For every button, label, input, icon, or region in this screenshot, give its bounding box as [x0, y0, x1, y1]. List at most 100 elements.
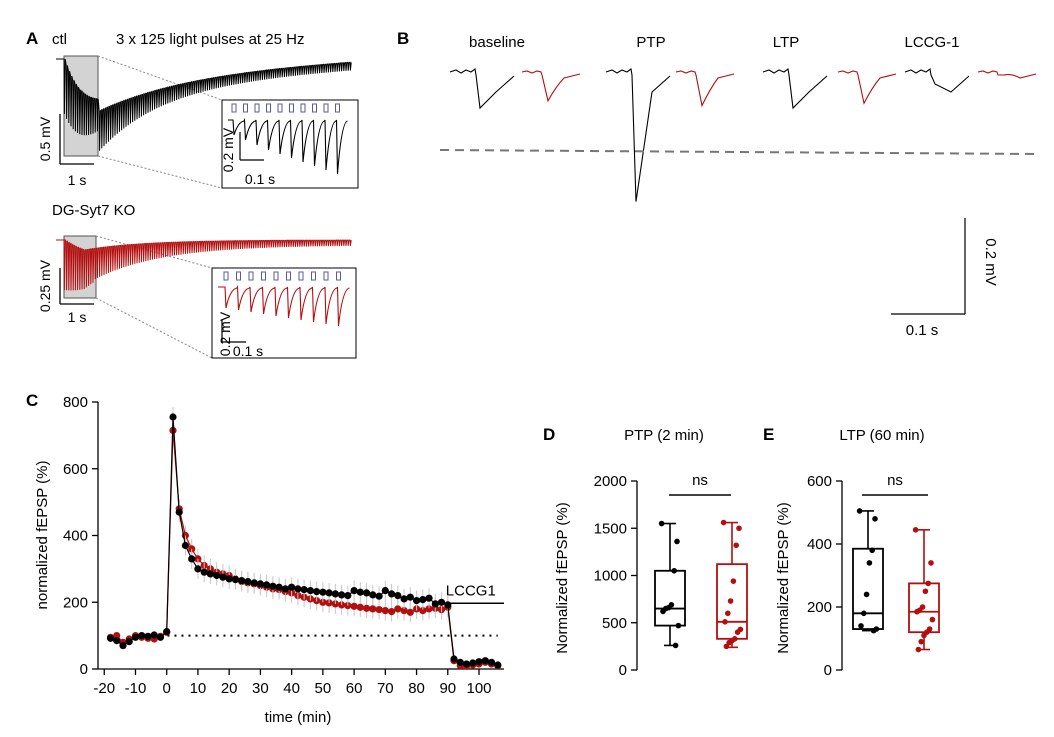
c-data-point — [219, 573, 227, 581]
panel-e: E LTP (60 min) 0 200 400 600 Normalized fEP… — [763, 425, 940, 679]
ko-inset-pulses — [223, 271, 341, 281]
c-x-tick-label: -10 — [125, 680, 147, 697]
box-data-point — [869, 547, 875, 554]
c-data-point — [294, 585, 302, 593]
box-data-point — [720, 519, 727, 526]
panel-d: D PTP (2 min) 0 500 1000 1500 2000 Normalize… — [543, 425, 748, 679]
c-x-tick-label: 10 — [190, 680, 207, 697]
c-data-point — [381, 587, 389, 595]
trace-ctl-2 — [762, 68, 828, 110]
c-data-point — [156, 633, 165, 641]
c-data-point — [119, 642, 127, 650]
d-title: PTP (2 min) — [624, 427, 704, 444]
light-pulse-marker — [248, 271, 254, 281]
c-data-point — [444, 601, 452, 609]
c-data-point — [394, 592, 402, 600]
ko-label: DG-Syt7 KO — [52, 202, 135, 219]
c-data-point — [150, 631, 158, 639]
box-data-point — [870, 627, 877, 634]
b-scale-t-label: 0.1 s — [906, 322, 939, 339]
c-data-point — [231, 576, 239, 584]
box-data-point — [921, 632, 927, 639]
box-data-point — [925, 580, 931, 587]
c-data-point — [344, 602, 352, 610]
c-data-point — [169, 413, 177, 421]
y-tick-label: 400 — [807, 536, 832, 553]
ctl-label: ctl — [52, 31, 67, 48]
c-y-axis-label: normalized fEPSP (%) — [34, 461, 51, 610]
stimulation-label: 3 x 125 light pulses at 25 Hz — [116, 31, 304, 48]
condition-label-ltp: LTP — [773, 34, 799, 51]
box-data-point — [929, 616, 936, 623]
c-data-point — [419, 607, 427, 615]
c-data-point — [300, 586, 308, 594]
panel-d-letter: D — [543, 425, 555, 444]
box-data-point — [915, 646, 922, 653]
ko-inset-trace — [218, 284, 350, 327]
c-x-ticks: -20 -10 0 10 20 30 40 50 60 70 80 90 100 — [93, 669, 492, 697]
c-y-ticks: 0 200 400 600 800 — [63, 394, 98, 678]
c-y-tick-label: 600 — [63, 461, 88, 478]
y-tick-label: 600 — [807, 473, 832, 490]
box-data-point — [730, 578, 737, 584]
c-data-point — [213, 571, 221, 580]
y-tick-label: 0 — [619, 662, 627, 679]
trace-ko-2 — [837, 70, 897, 105]
c-series — [106, 407, 502, 670]
c-data-point — [175, 508, 183, 516]
light-pulse-marker — [300, 103, 306, 113]
ctl-inset-scale-v-label: 0.2 mV — [220, 127, 236, 172]
light-pulse-marker — [277, 103, 283, 113]
y-tick-label: 500 — [602, 615, 627, 632]
c-data-point — [313, 588, 321, 596]
box-data-point — [660, 608, 666, 615]
c-x-tick-label: 60 — [346, 680, 363, 697]
c-data-point — [306, 587, 314, 595]
c-data-point — [131, 633, 140, 641]
box-data-point — [872, 516, 878, 522]
box-data-point — [866, 560, 873, 566]
box-data-point — [723, 643, 730, 650]
box-data-point — [671, 567, 677, 574]
y-tick-label: 0 — [824, 662, 832, 679]
c-data-point — [413, 597, 421, 605]
panel-b-letter: B — [397, 29, 409, 48]
c-data-point — [181, 541, 189, 550]
condition-label-ptp: PTP — [636, 34, 665, 51]
c-data-point — [244, 578, 252, 586]
box-data-point — [675, 622, 682, 629]
y-tick-label: 200 — [807, 599, 832, 616]
light-pulse-marker — [298, 271, 304, 281]
c-data-point — [138, 632, 146, 640]
box-ctl — [654, 520, 686, 649]
ko-train-trace — [56, 238, 352, 291]
panel-a-letter: A — [26, 29, 38, 48]
light-pulse-marker — [335, 103, 340, 113]
c-data-point — [481, 657, 489, 665]
light-pulse-marker — [312, 103, 317, 113]
c-x-tick-label: -20 — [93, 680, 115, 697]
c-data-point — [494, 661, 502, 669]
light-pulse-marker — [236, 271, 241, 281]
panel-c-letter: C — [26, 391, 38, 410]
light-pulse-marker — [323, 271, 329, 281]
c-data-point — [319, 588, 327, 596]
c-data-point — [269, 582, 277, 590]
c-data-point — [369, 591, 377, 599]
c-y-tick-label: 400 — [63, 528, 88, 545]
condition-label-baseline: baseline — [469, 34, 525, 51]
box-data-point — [914, 608, 920, 615]
baseline-dashed-line — [439, 149, 1037, 155]
box-data-point — [922, 588, 929, 595]
c-data-point — [381, 607, 389, 615]
e-title: LTP (60 min) — [839, 427, 924, 444]
box-data-point — [674, 538, 680, 545]
box-data-point — [918, 638, 924, 645]
box-ko — [908, 527, 940, 653]
c-data-point — [450, 655, 458, 663]
c-data-point — [388, 608, 396, 616]
box-data-point — [912, 527, 919, 533]
trace-ctl-1 — [605, 68, 671, 202]
box-data-point — [858, 623, 864, 629]
c-data-point — [250, 579, 258, 587]
